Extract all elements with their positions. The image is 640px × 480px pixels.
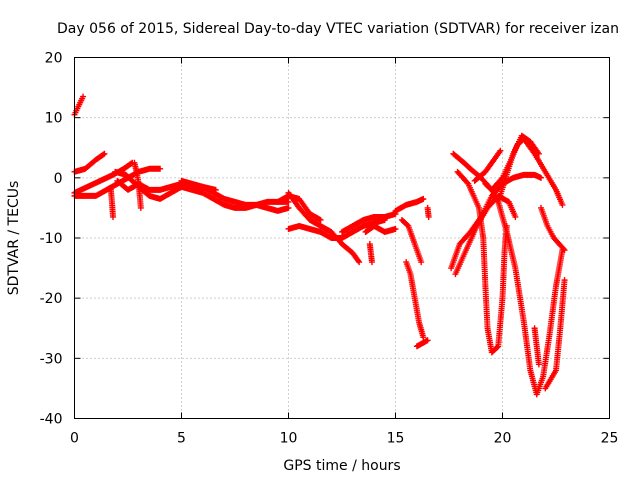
x-tick-label: 25 bbox=[601, 431, 619, 447]
x-tick-label: 5 bbox=[177, 431, 186, 447]
plot-frame bbox=[74, 57, 610, 419]
series-arc-i bbox=[178, 177, 219, 193]
series-arc-d bbox=[71, 165, 164, 199]
series-arc-a bbox=[71, 93, 87, 118]
data-point bbox=[418, 259, 425, 266]
axis-ticks: 0 5 10 15 20 25 -40 -30 -20 -10 0 10 20 bbox=[40, 51, 619, 447]
series-arc-ad bbox=[542, 277, 568, 392]
data-point bbox=[560, 245, 567, 252]
data-point bbox=[420, 195, 427, 202]
series-arc-l bbox=[274, 192, 324, 223]
y-tick-label: -10 bbox=[40, 231, 63, 247]
y-tick-label: 20 bbox=[45, 51, 63, 67]
series-arc-ac bbox=[538, 204, 568, 254]
y-tick-label: -40 bbox=[40, 412, 63, 428]
data-point bbox=[100, 151, 107, 158]
data-point bbox=[110, 213, 117, 220]
data-point bbox=[512, 213, 519, 220]
data-point bbox=[392, 225, 399, 232]
series-arc-v bbox=[450, 150, 566, 398]
series-arc-e bbox=[107, 186, 117, 220]
x-axis-label: GPS time / hours bbox=[283, 458, 400, 474]
series-arc-m bbox=[339, 210, 399, 235]
data-point bbox=[420, 334, 427, 341]
data-point bbox=[503, 222, 510, 229]
data-point bbox=[559, 201, 566, 208]
data-marks bbox=[71, 93, 568, 398]
data-point bbox=[561, 247, 568, 254]
y-tick-label: 0 bbox=[54, 171, 63, 187]
data-point bbox=[535, 361, 542, 368]
series-arc-s bbox=[403, 259, 427, 341]
series-arc-h bbox=[131, 159, 144, 211]
x-tick-label: 20 bbox=[494, 431, 512, 447]
data-point bbox=[404, 221, 411, 228]
data-point bbox=[424, 337, 431, 344]
data-point bbox=[464, 179, 471, 186]
data-point bbox=[212, 186, 219, 193]
data-point bbox=[157, 165, 164, 172]
y-axis-label: SDTVAR / TECUs bbox=[6, 181, 22, 296]
series-arc-k bbox=[285, 216, 388, 241]
data-point bbox=[497, 147, 504, 154]
data-point bbox=[101, 150, 108, 157]
data-point bbox=[538, 174, 545, 181]
data-point bbox=[355, 257, 362, 264]
data-point bbox=[535, 150, 542, 157]
x-tick-label: 10 bbox=[280, 431, 298, 447]
x-tick-label: 15 bbox=[387, 431, 405, 447]
series-arc-r bbox=[424, 204, 432, 220]
series-arc-b bbox=[71, 150, 108, 175]
data-point bbox=[80, 93, 87, 100]
data-point bbox=[317, 216, 324, 223]
data-point bbox=[368, 259, 375, 266]
series-arc-g bbox=[112, 168, 292, 214]
y-tick-label: -20 bbox=[40, 291, 63, 307]
data-point bbox=[494, 344, 501, 351]
series-arc-o bbox=[366, 241, 375, 266]
series-arc-q bbox=[398, 216, 425, 266]
series-arc-ab bbox=[531, 325, 542, 368]
series-arc-w bbox=[452, 192, 519, 278]
series-arc-p bbox=[392, 195, 427, 214]
data-point bbox=[137, 204, 144, 211]
series-arc-y bbox=[471, 147, 504, 184]
series-arc-n bbox=[362, 222, 399, 235]
y-tick-label: 10 bbox=[45, 111, 63, 127]
x-tick-label: 0 bbox=[70, 431, 79, 447]
data-point bbox=[285, 204, 292, 211]
y-tick-label: -30 bbox=[40, 351, 63, 367]
data-point bbox=[561, 277, 568, 284]
series-arc-x bbox=[454, 168, 510, 356]
grid bbox=[74, 57, 610, 419]
data-point bbox=[285, 198, 292, 205]
series-arc-t bbox=[413, 337, 431, 350]
chart-title: Day 056 of 2015, Sidereal Day-to-day VTE… bbox=[57, 21, 619, 37]
data-point bbox=[356, 259, 363, 266]
data-point bbox=[425, 213, 432, 220]
series-arc-aa bbox=[495, 132, 542, 205]
